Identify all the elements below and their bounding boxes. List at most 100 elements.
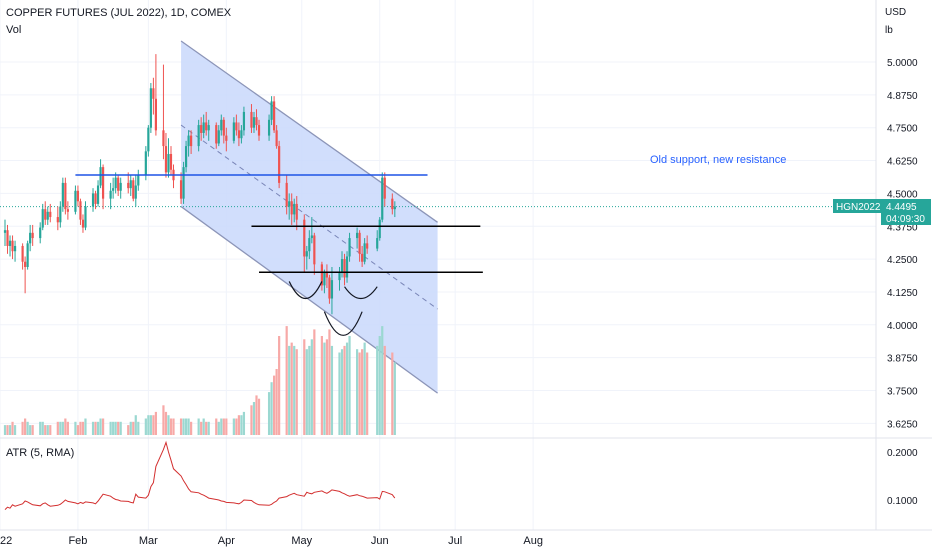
right-shoulder-arc[interactable] — [344, 286, 378, 300]
volume-bar — [320, 336, 323, 435]
candle-body — [187, 135, 190, 147]
candle-body — [44, 209, 47, 220]
regression-channel[interactable] — [0, 40, 876, 394]
volume-bar — [345, 342, 349, 435]
candle-body — [202, 122, 205, 133]
candle-body — [356, 232, 359, 239]
left-shoulder-arc[interactable] — [288, 281, 323, 300]
volume-bar — [84, 418, 87, 435]
volume-bar — [356, 349, 359, 435]
time-tick-label: May — [291, 535, 312, 547]
candle-body — [11, 240, 14, 252]
candle-body — [46, 211, 49, 220]
candle-body — [129, 180, 132, 189]
candle-body — [338, 272, 341, 281]
candle-body — [137, 175, 140, 186]
volume-bar — [267, 392, 271, 435]
time-tick-label: 2022 — [0, 535, 12, 547]
candle-body — [127, 182, 130, 189]
volume-bar — [305, 349, 308, 435]
volume-bar — [79, 421, 82, 435]
time-tick-label: Mar — [139, 535, 158, 547]
volume-bar — [64, 418, 67, 435]
volume-bar — [330, 345, 334, 435]
volume-bar — [242, 411, 246, 435]
countdown-text: 04:09:30 — [886, 214, 925, 225]
candle-body — [200, 125, 203, 133]
channel-lower-line[interactable] — [180, 206, 438, 394]
volume-bar — [117, 421, 120, 435]
candle-body — [237, 130, 240, 139]
symbol-tag-bg — [833, 199, 881, 213]
price-tick-label: 4.5000 — [887, 189, 918, 200]
candle-body — [109, 190, 112, 199]
time-tick-label: Jul — [448, 535, 462, 547]
volume-bar — [288, 345, 291, 435]
volume-bar — [313, 329, 316, 435]
volume-bar — [215, 418, 218, 435]
candle-body — [366, 243, 369, 249]
candle-body — [49, 211, 52, 218]
candle-body — [267, 119, 271, 136]
candle-body — [91, 193, 95, 207]
volume-bar — [46, 425, 49, 435]
volume-bar — [162, 405, 165, 435]
candle-body — [179, 180, 183, 199]
candle-body — [3, 230, 7, 233]
candle-body — [293, 203, 296, 215]
candle-body — [94, 193, 97, 204]
candle-body — [252, 117, 256, 128]
volume-bar — [361, 349, 364, 435]
volume-bar — [285, 326, 288, 435]
candle-body — [112, 188, 115, 191]
volume-bar — [275, 369, 278, 435]
volume-bar — [164, 411, 168, 435]
atr-title: ATR (5, RMA) — [6, 447, 74, 459]
price-tick-label: 5.0000 — [887, 58, 918, 69]
candle-body — [96, 185, 100, 204]
candle-body — [59, 206, 62, 223]
candle-body — [376, 238, 379, 249]
candle-body — [149, 88, 152, 128]
candle-body — [190, 135, 193, 147]
volume-bar — [184, 418, 188, 435]
candle-body — [240, 130, 243, 139]
candle-body — [144, 151, 147, 176]
candle-body — [378, 219, 381, 239]
volume-bar — [99, 418, 102, 435]
volume-bar — [252, 402, 256, 435]
volume-bar — [13, 425, 17, 435]
candle-body — [99, 167, 102, 186]
candle-body — [358, 232, 361, 254]
volume-bar — [303, 339, 306, 435]
candle-body — [323, 272, 326, 286]
candle-body — [184, 146, 188, 168]
candle-body — [393, 206, 396, 210]
candle-body — [270, 101, 273, 120]
volume-bar — [270, 382, 273, 435]
head-arc[interactable] — [323, 311, 363, 336]
candle-body — [24, 261, 27, 267]
candle-body — [290, 201, 293, 215]
candle-body — [61, 182, 64, 207]
volume-bar — [232, 418, 235, 435]
candle-body — [101, 167, 105, 199]
candle-body — [56, 217, 59, 223]
volume-bar — [56, 421, 59, 435]
candle-body — [235, 122, 238, 131]
volume-bar — [66, 421, 69, 435]
channel-midline[interactable] — [180, 124, 438, 310]
drawings[interactable] — [75, 174, 483, 336]
candle-body — [220, 119, 223, 131]
volume-bar — [3, 425, 7, 435]
channel-upper-line[interactable] — [180, 40, 438, 223]
volume-bar — [76, 425, 80, 435]
candle-body — [84, 206, 87, 228]
annotation-text[interactable]: Old support, new resistance — [650, 154, 786, 166]
volume-bar — [237, 415, 240, 435]
volume-bar — [338, 352, 341, 435]
candle-body — [310, 235, 313, 239]
volume-bar — [129, 421, 132, 435]
